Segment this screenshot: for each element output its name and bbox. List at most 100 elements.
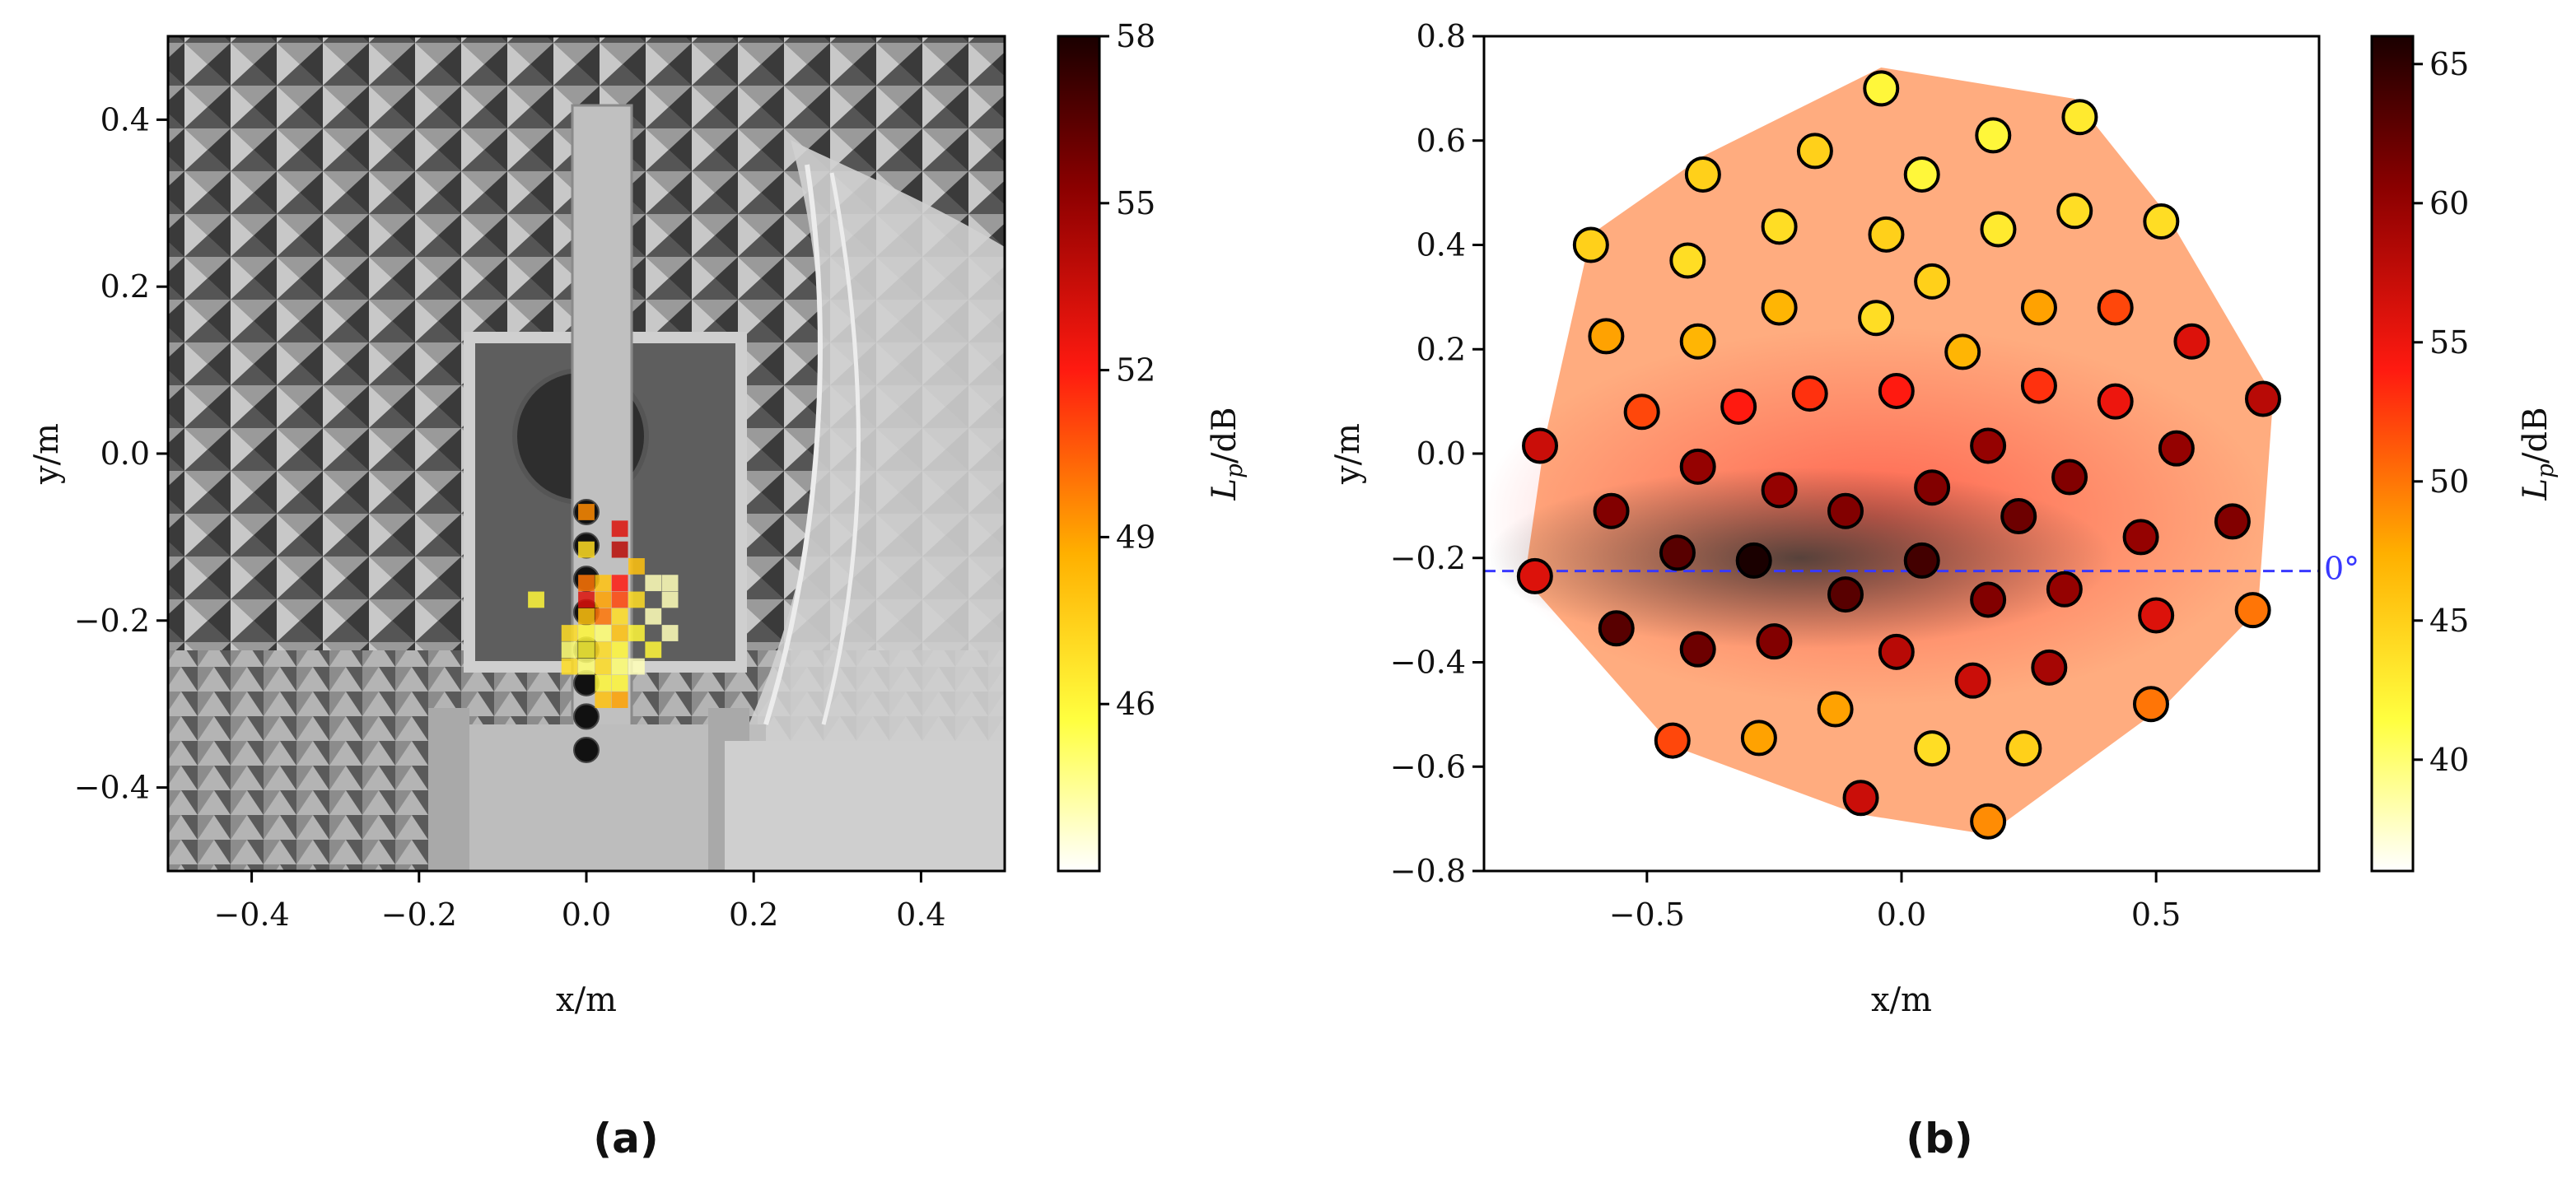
x-tick-b: −0.5 [1609, 871, 1685, 933]
heatmap-cell [595, 608, 612, 625]
heatmap-cell [611, 641, 628, 659]
mic-point [1761, 472, 1798, 509]
y-tick-b: 0.2 [1416, 331, 1484, 367]
colorbar-tick-label: 45 [2429, 603, 2469, 639]
mic-point [1914, 469, 1951, 506]
heatmap-cell [611, 674, 628, 692]
y-tick-a: −0.4 [74, 770, 168, 806]
heatmap-cell [611, 692, 628, 709]
heatmap-cell [561, 658, 578, 675]
y-tick-b: −0.4 [1390, 645, 1484, 681]
heatmap-cell [528, 591, 544, 608]
y-axis-b: 0.8 0.6 0.4 0.2 0.0 −0.2 −0.4 −0.6 −0.8 [1390, 18, 1484, 889]
panel-b-chart: 0° −0.5 0.0 0.5 0.8 0.6 0.4 0.2 0.0 −0. [1329, 18, 2559, 1162]
heatmap-cell [628, 625, 645, 641]
mic-point [1735, 542, 1772, 579]
mic-point [1516, 557, 1553, 594]
colorbar-tick-a: 55 [1099, 185, 1155, 221]
heatmap-cell [578, 658, 595, 675]
mic-point [1842, 780, 1879, 817]
mic-point [2138, 597, 2175, 634]
y-tick-label: −0.2 [1390, 540, 1466, 576]
mic-point [1588, 318, 1625, 355]
mic-point [1659, 534, 1696, 571]
mic-point [2097, 383, 2134, 420]
mic-point [1817, 691, 1854, 728]
x-axis-label-a: x/m [556, 981, 617, 1019]
x-tick-label: 0.0 [562, 897, 611, 933]
mic-point [1954, 662, 1991, 699]
mic-point [1914, 730, 1951, 767]
colorbar-tick-a: 52 [1099, 352, 1155, 389]
photo-marker-dot [573, 736, 600, 763]
colorbar-a [1057, 35, 1101, 873]
mic-point [1858, 300, 1895, 337]
mic-point [2020, 289, 2057, 326]
heatmap-cell [645, 575, 662, 592]
x-tick-b: 0.5 [2131, 871, 2181, 933]
x-tick-b: 0.0 [1877, 871, 1926, 933]
mic-point [1679, 448, 1716, 485]
heatmap-cell [595, 658, 612, 675]
colorbar-label-tail: /dB [2517, 408, 2555, 463]
mic-point [2061, 99, 2098, 136]
y-tick-b: −0.6 [1390, 748, 1484, 785]
photo-marker-dot [573, 703, 600, 730]
x-tick-a: −0.2 [381, 871, 457, 933]
heatmap-cell [595, 692, 612, 709]
heatmap-cell [661, 625, 679, 641]
y-tick-label: 0.2 [1416, 331, 1466, 367]
mic-point [2244, 380, 2281, 417]
mic-point [1827, 576, 1864, 613]
y-tick-label: 0.4 [100, 101, 150, 137]
y-tick-b: 0.4 [1416, 227, 1484, 263]
mic-point [2031, 649, 2068, 686]
mic-point [1756, 623, 1793, 660]
y-tick-label: 0.2 [100, 268, 150, 305]
interpolated-field [1484, 68, 2274, 835]
y-axis-a: 0.4 0.2 0.0 −0.2 −0.4 [74, 101, 168, 806]
heatmap-cell [578, 641, 595, 659]
mic-point [1740, 720, 1777, 757]
heatmap-cell [611, 608, 628, 625]
mic-point [2132, 686, 2169, 723]
y-tick-a: 0.4 [100, 101, 168, 137]
microphone-points [1516, 70, 2281, 840]
mic-point [1679, 323, 1716, 360]
mic-point [1878, 372, 1915, 409]
heatmap-cell [611, 520, 628, 538]
heatmap-cell [578, 591, 595, 608]
colorbar-label-tail: /dB [1206, 408, 1244, 463]
y-tick-label: −0.4 [1390, 645, 1466, 681]
x-tick-label: 0.4 [896, 897, 945, 933]
heatmap-cell [661, 591, 679, 608]
colorbar-tick-b: 40 [2413, 742, 2469, 778]
colorbar-tick-label: 52 [1116, 352, 1155, 389]
heatmap-cell [595, 641, 612, 659]
x-tick-label: −0.5 [1609, 897, 1685, 933]
heatmap-cell [578, 625, 595, 641]
heatmap-cell [578, 608, 595, 625]
heatmap-cell [595, 674, 612, 692]
mic-point [1903, 542, 1940, 579]
y-tick-label: 0.0 [100, 435, 150, 472]
colorbar-tick-a: 46 [1099, 686, 1155, 722]
colorbar-tick-label: 55 [1116, 185, 1155, 221]
x-tick-label: 0.2 [729, 897, 778, 933]
panel-label-a: (a) [593, 1115, 658, 1162]
mic-point [2158, 430, 2195, 467]
mic-point [1761, 208, 1798, 245]
mic-point [2051, 459, 2088, 496]
colorbar-tick-label: 55 [2429, 324, 2469, 361]
mic-point [1903, 156, 1940, 193]
colorbar-label-main: L [2517, 478, 2555, 501]
mic-point [2020, 367, 2057, 404]
heatmap-cell [611, 541, 628, 558]
y-tick-a: −0.2 [74, 603, 168, 639]
mic-point [1572, 226, 1609, 263]
x-tick-a: 0.2 [729, 871, 778, 933]
colorbar-tick-label: 40 [2429, 742, 2469, 778]
mic-point [1944, 333, 1981, 370]
panel-a-chart: −0.4 −0.2 0.0 0.2 0.4 0.4 [28, 18, 1248, 1162]
